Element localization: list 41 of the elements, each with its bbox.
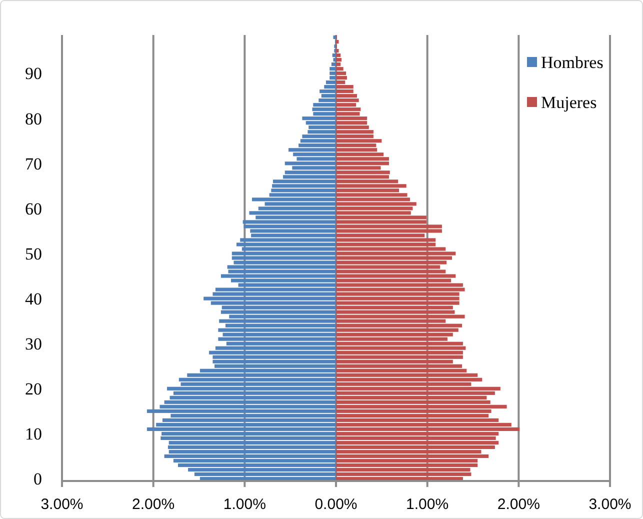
y-tick-label: 80 [25, 109, 42, 128]
x-tick-label: 3.00% [588, 496, 632, 513]
bar [336, 463, 478, 468]
legend-label: Mujeres [541, 92, 597, 112]
bar [330, 66, 336, 71]
y-tick-label: 30 [25, 334, 42, 354]
y-tick-label: 90 [25, 64, 42, 84]
x-tick-label: 0.00% [314, 496, 358, 513]
bar [336, 472, 472, 476]
x-tick-label: 3.00% [40, 496, 84, 513]
bar [336, 454, 489, 458]
bar [330, 71, 336, 76]
legend-label: Hombres [541, 52, 604, 72]
y-tick-label: 10 [25, 424, 42, 444]
y-tick-label: 0 [34, 470, 42, 489]
bar [336, 436, 496, 440]
bar [336, 58, 342, 62]
bar [336, 62, 341, 66]
bar [336, 66, 344, 71]
bar [332, 53, 336, 58]
bar [336, 53, 341, 58]
y-tick-label: 60 [25, 199, 42, 218]
bar [160, 436, 336, 440]
bar [336, 445, 495, 450]
bar [164, 454, 336, 458]
x-tick-label: 1.00% [223, 496, 266, 513]
y-tick-label: 50 [25, 244, 42, 264]
bar [336, 71, 346, 76]
bar [331, 62, 336, 66]
bar [168, 450, 336, 454]
y-tick-label: 70 [25, 154, 42, 174]
x-tick-label: 2.00% [132, 496, 175, 513]
bar [336, 76, 347, 80]
bar [168, 445, 336, 450]
bar [336, 440, 499, 445]
x-tick-label: 2.00% [497, 496, 540, 513]
y-tick-label: 40 [25, 289, 42, 308]
bar [330, 76, 336, 80]
bar [178, 463, 336, 468]
y-tick-label: 20 [25, 380, 42, 399]
x-tick-label: 1.00% [406, 496, 449, 513]
